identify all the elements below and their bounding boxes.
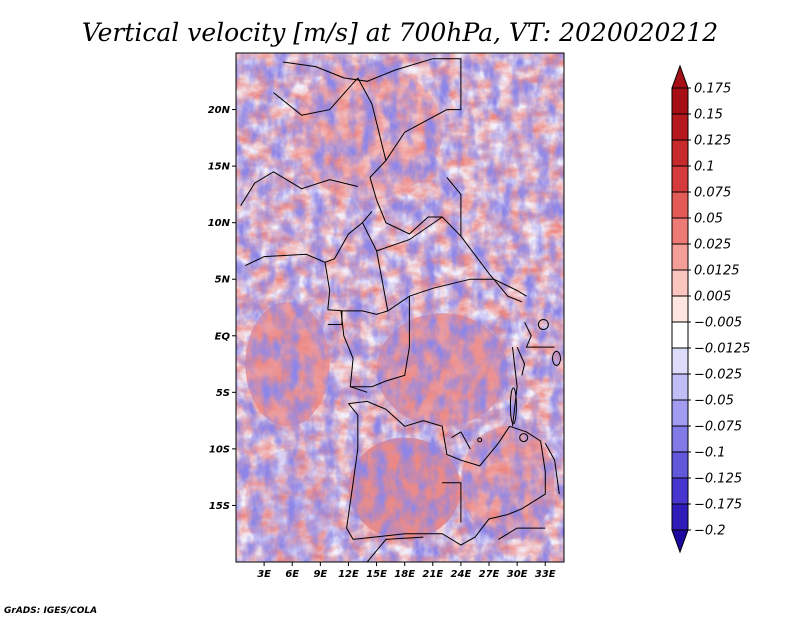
x-tick-label: 3E xyxy=(257,569,271,580)
x-tick-label: 24E xyxy=(451,569,472,580)
colorbar-label: 0.025 xyxy=(694,238,731,253)
colorbar-label: 0.05 xyxy=(694,212,723,227)
colorbar-label: 0.175 xyxy=(694,82,731,97)
chart-title: Vertical velocity [m/s] at 700hPa, VT: 2… xyxy=(82,18,718,47)
border-line xyxy=(385,109,448,161)
colorbar-label: −0.075 xyxy=(694,420,742,435)
colorbar-label: −0.1 xyxy=(694,446,726,461)
colorbar-swatch xyxy=(671,217,689,245)
colorbar-label: −0.05 xyxy=(694,394,734,409)
plot-area xyxy=(236,53,564,562)
border-line xyxy=(245,211,373,267)
y-tick-label: EQ xyxy=(215,331,231,342)
border-line xyxy=(346,403,359,540)
credit-label: GrADS: IGES/COLA xyxy=(4,606,97,616)
border-line xyxy=(451,431,471,450)
border-line xyxy=(362,216,443,252)
y-tick-label: 15N xyxy=(208,162,231,173)
border-line xyxy=(376,250,494,312)
border-line xyxy=(324,262,331,310)
colorbar-label: −0.125 xyxy=(694,472,742,487)
y-tick-label: 15S xyxy=(209,501,230,512)
x-tick-label: 9E xyxy=(313,569,327,580)
x-tick-label: 21E xyxy=(422,569,443,580)
border-line xyxy=(273,77,359,116)
border-line xyxy=(327,309,388,315)
x-tick-label: 12E xyxy=(338,569,359,580)
border-line xyxy=(340,310,368,393)
border-line xyxy=(493,278,522,303)
border-line xyxy=(524,321,555,348)
colorbar-swatch xyxy=(671,503,689,531)
lake-outline xyxy=(552,350,562,366)
x-axis: 3E 6E 9E 12E 15E 18E 21E 24E 27E 30E 33E xyxy=(257,562,556,580)
colorbar-swatch xyxy=(671,243,689,271)
border-line xyxy=(544,442,560,495)
border-line xyxy=(348,400,511,467)
colorbar-swatch xyxy=(671,451,689,479)
x-tick-label: 15E xyxy=(366,569,387,580)
y-tick-label: 5S xyxy=(216,388,230,399)
x-tick-label: 18E xyxy=(394,569,415,580)
colorbar-label: −0.0125 xyxy=(694,342,750,357)
colorbar-label: 0.125 xyxy=(694,134,731,149)
colorbar-swatch xyxy=(671,191,689,219)
colorbar-swatch xyxy=(671,87,689,115)
field-texture-blue xyxy=(236,53,564,562)
y-axis: 20N 15N 10N 5N EQ 5S 10S 15S xyxy=(208,105,236,512)
border-line xyxy=(366,536,424,562)
lake-outline xyxy=(477,437,483,443)
colorbar-label: −0.175 xyxy=(694,498,742,513)
colorbar-label: −0.005 xyxy=(694,316,742,331)
x-tick-label: 6E xyxy=(285,569,299,580)
colorbar-swatch xyxy=(671,425,689,453)
border-line xyxy=(282,58,433,82)
border-line xyxy=(512,347,518,427)
y-tick-label: 20N xyxy=(208,105,231,116)
lake-outline xyxy=(537,318,549,330)
border-line xyxy=(432,58,462,111)
y-tick-label: 5N xyxy=(215,275,231,286)
colorbar-swatch xyxy=(671,165,689,193)
y-tick-label: 10S xyxy=(209,444,230,455)
lake-outline xyxy=(519,433,529,443)
border-line xyxy=(507,425,546,515)
x-tick-label: 27E xyxy=(479,569,500,580)
colorbar-top-arrow xyxy=(671,64,689,89)
colorbar-label: 0.075 xyxy=(694,186,731,201)
colorbar-swatch xyxy=(671,139,689,167)
country-borders xyxy=(240,58,562,562)
colorbar-label: 0.005 xyxy=(694,290,731,305)
border-line xyxy=(442,482,462,523)
plot-frame xyxy=(235,52,565,563)
colorbar-label: −0.2 xyxy=(694,524,726,539)
x-tick-label: 30E xyxy=(507,569,528,580)
colorbar-swatch xyxy=(671,373,689,401)
border-line xyxy=(498,527,546,540)
y-tick-label: 10N xyxy=(208,218,231,229)
border-line xyxy=(350,296,410,388)
border-line xyxy=(516,346,526,376)
colorbar-swatch xyxy=(671,347,689,375)
colorbar: 0.175 0.15 0.125 0.1 0.075 0.05 0.025 0.0125 0.0… xyxy=(671,64,750,554)
colorbar-swatch xyxy=(671,321,689,349)
colorbar-swatch xyxy=(671,295,689,323)
border-line xyxy=(353,514,508,546)
colorbar-swatch xyxy=(671,269,689,297)
colorbar-label: 0.15 xyxy=(694,108,723,123)
colorbar-bottom-arrow xyxy=(671,529,689,554)
lake-outline xyxy=(509,387,517,425)
colorbar-label: −0.025 xyxy=(694,368,742,383)
colorbar-swatch xyxy=(671,113,689,141)
border-line xyxy=(376,177,462,238)
x-tick-label: 33E xyxy=(535,569,556,580)
colorbar-label: 0.1 xyxy=(694,160,715,175)
colorbar-label: 0.0125 xyxy=(694,264,740,279)
border-line xyxy=(240,171,358,206)
colorbar-swatch xyxy=(671,399,689,427)
colorbar-swatch xyxy=(671,477,689,505)
